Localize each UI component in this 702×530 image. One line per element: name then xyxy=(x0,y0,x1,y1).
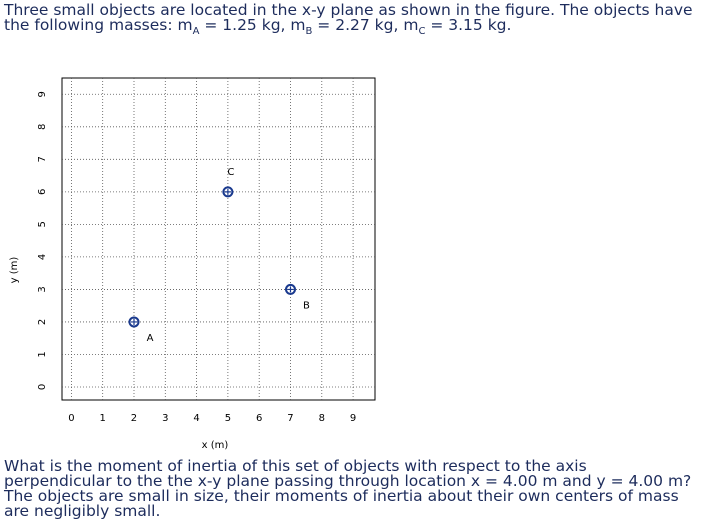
subscript: C xyxy=(418,26,426,38)
intro-text: = 1.25 kg, m xyxy=(199,16,306,34)
point-label: C xyxy=(227,167,234,178)
plot-frame xyxy=(61,77,376,401)
y-tick-label: 6 xyxy=(37,189,48,195)
intro-text: = 3.15 kg. xyxy=(425,16,512,34)
y-tick-label: 7 xyxy=(37,156,48,162)
y-tick-label: 4 xyxy=(37,254,48,260)
y-tick-label: 9 xyxy=(37,91,48,97)
y-tick-label: 0 xyxy=(37,384,48,390)
x-tick-label: 6 xyxy=(256,413,262,424)
x-tick-label: 8 xyxy=(319,413,325,424)
subscript: A xyxy=(192,26,200,38)
x-tick-label: 9 xyxy=(350,413,356,424)
y-tick-label: 2 xyxy=(37,319,48,325)
x-tick-label: 2 xyxy=(131,413,137,424)
point-cross xyxy=(287,286,294,293)
point xyxy=(222,186,234,198)
y-tick-label: 3 xyxy=(37,286,48,292)
intro-text: = 2.27 kg, m xyxy=(312,16,419,34)
y-axis-label: y (m) xyxy=(9,257,20,284)
point-label: A xyxy=(147,333,154,344)
point-cross xyxy=(130,318,137,325)
y-tick-label: 8 xyxy=(37,124,48,130)
x-tick-label: 0 xyxy=(68,413,74,424)
x-tick-label: 7 xyxy=(287,413,293,424)
y-tick-label: 1 xyxy=(37,351,48,357)
x-tick-label: 5 xyxy=(225,413,231,424)
problem-intro: Three small objects are located in the x… xyxy=(4,1,698,36)
subscript: B xyxy=(305,26,313,38)
figure: y (m) x (m) 0 1 2 3 4 5 6 7 8 9 0 1 2 3 4 5 6 7 8 9 A B C xyxy=(9,77,376,451)
point-label: B xyxy=(303,300,310,311)
x-tick-label: 1 xyxy=(100,413,106,424)
x-tick-label: 4 xyxy=(193,413,199,424)
point xyxy=(128,316,140,328)
y-tick-label: 5 xyxy=(37,221,48,227)
point xyxy=(284,283,296,295)
point-cross xyxy=(224,188,231,195)
intro-text: Three small objects are located in the x… xyxy=(4,1,693,34)
x-tick-label: 3 xyxy=(162,413,168,424)
question: What is the moment of inertia of this se… xyxy=(4,457,692,520)
x-axis-label: x (m) xyxy=(202,440,229,451)
